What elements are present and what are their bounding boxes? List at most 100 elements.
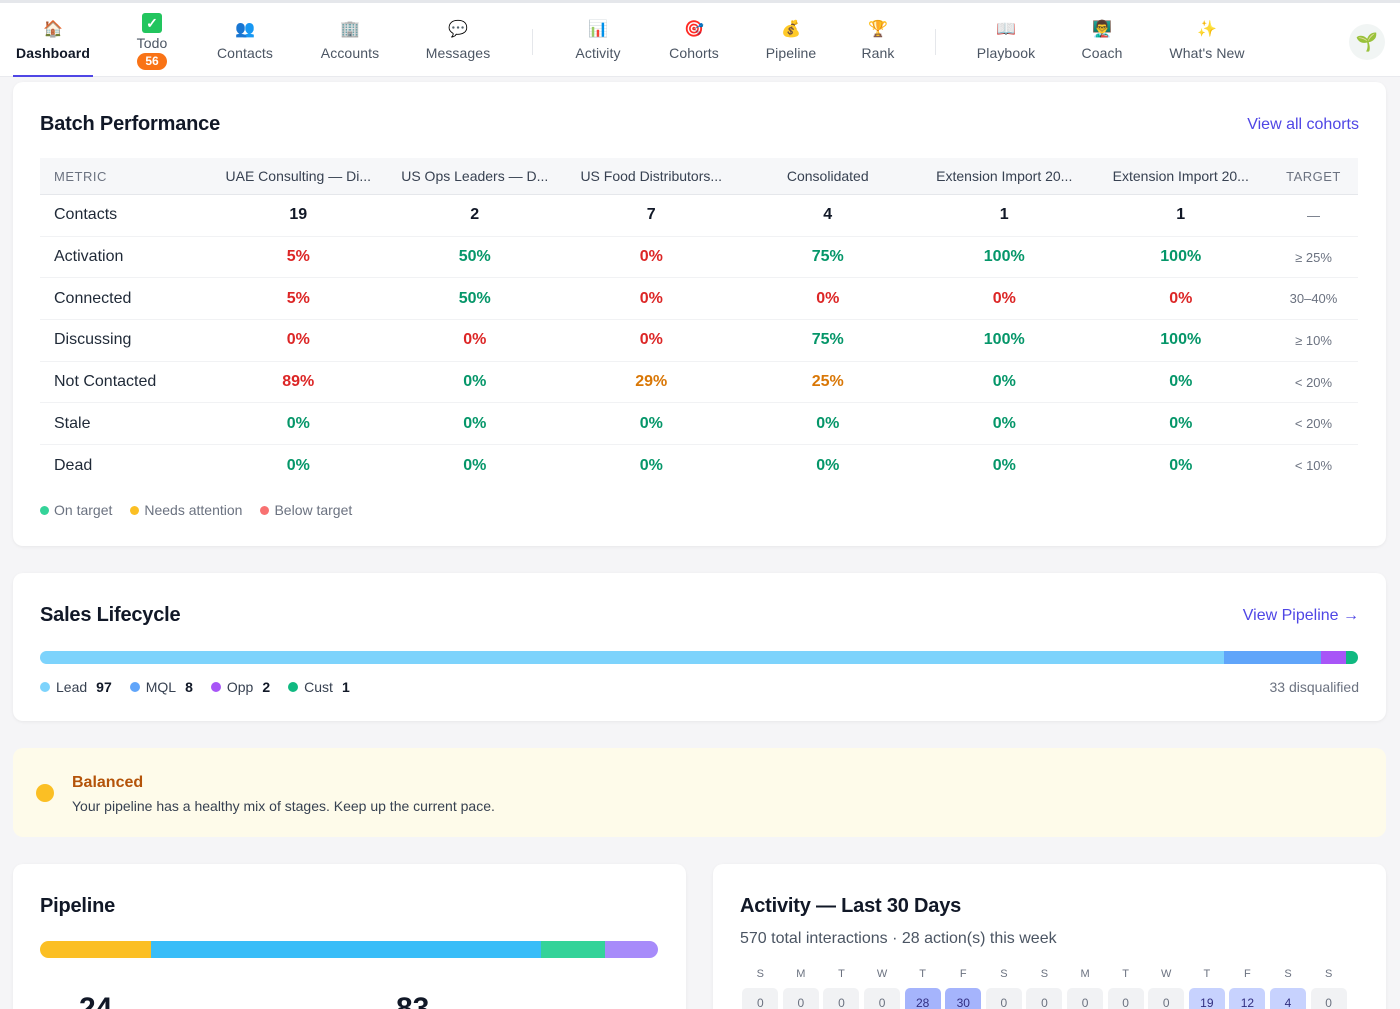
- nav-todo[interactable]: ✓ Todo 56: [122, 3, 182, 77]
- weekday-label: F: [959, 968, 967, 980]
- cohort-column-header[interactable]: Consolidated: [786, 168, 869, 184]
- pipeline-card: Pipeline 24 83: [13, 864, 686, 1009]
- metric-value: 0%: [992, 373, 1016, 391]
- activity-count-cell[interactable]: 0: [1107, 988, 1144, 1009]
- activity-count-cell[interactable]: 0: [1148, 988, 1185, 1009]
- legend-dot-icon: [40, 505, 49, 515]
- nav-label: Todo: [136, 35, 168, 51]
- table-body: Contacts 19 2 7 4 1 1 — Activation 5% 50% 0% 75% 100%…: [40, 195, 1358, 487]
- sprout-avatar-icon[interactable]: 🌱: [1349, 24, 1385, 60]
- disqualified-count: 33 disqualified: [1269, 679, 1359, 695]
- nav-messages[interactable]: 💬 Messages: [420, 3, 496, 77]
- metric-value: 0%: [992, 456, 1016, 474]
- table-row: Connected 5% 50% 0% 0% 0% 0% 30–40%: [40, 278, 1358, 321]
- nav-dashboard[interactable]: 🏠 Dashboard: [13, 3, 93, 77]
- metric-value: 19: [289, 206, 308, 224]
- table-row: Activation 5% 50% 0% 75% 100% 100% ≥ 25%: [40, 237, 1358, 279]
- metric-value: 1: [1176, 206, 1186, 224]
- contacts-icon: 👥: [235, 21, 255, 38]
- metric-column-header: METRIC: [54, 168, 107, 184]
- activity-count-cell[interactable]: 0: [985, 988, 1022, 1009]
- nav-rank[interactable]: 🏆 Rank: [856, 3, 900, 77]
- cohort-column-header[interactable]: UAE Consulting — Di...: [225, 168, 372, 184]
- weekday-label: F: [1244, 968, 1251, 980]
- metric-label: Connected: [54, 289, 132, 307]
- stage-dot-icon: [288, 682, 299, 692]
- activity-count-cell[interactable]: 0: [782, 988, 819, 1009]
- metric-value: 0%: [1169, 289, 1193, 307]
- calendar-day: F 30: [943, 968, 984, 1009]
- activity-count-cell[interactable]: 0: [1310, 988, 1347, 1009]
- metric-value: 100%: [1160, 331, 1202, 349]
- nav-activity[interactable]: 📊 Activity: [568, 3, 628, 77]
- metric-value: 0%: [463, 456, 487, 474]
- cohort-column-header[interactable]: Extension Import 20...: [936, 168, 1073, 184]
- balanced-banner: Balanced Your pipeline has a healthy mix…: [13, 748, 1386, 837]
- metric-value: 0%: [639, 331, 663, 349]
- pipeline-segment: [605, 941, 658, 958]
- metric-value: 89%: [282, 373, 315, 391]
- table-row: Not Contacted 89% 0% 29% 25% 0% 0% < 20%: [40, 362, 1358, 404]
- todo-count-badge: 56: [137, 53, 167, 70]
- banner-text: Your pipeline has a healthy mix of stage…: [72, 798, 495, 814]
- stage-label: MQL: [145, 679, 177, 695]
- metric-value: 0%: [286, 456, 310, 474]
- metric-value: 0%: [1169, 373, 1193, 391]
- target-value: ≥ 10%: [1295, 332, 1332, 348]
- metric-value: 25%: [811, 373, 844, 391]
- nav-playbook[interactable]: 📖 Playbook: [970, 3, 1042, 77]
- activity-count-cell[interactable]: 4: [1270, 988, 1307, 1009]
- cohort-column-header[interactable]: US Ops Leaders — D...: [401, 168, 549, 184]
- activity-count-cell[interactable]: 28: [904, 988, 941, 1009]
- metric-value: 5%: [286, 248, 310, 266]
- nav-contacts[interactable]: 👥 Contacts: [210, 3, 280, 77]
- metric-value: 50%: [458, 289, 491, 307]
- activity-calendar: S 0 M 0 T 0 W 0 T 28 F 30 S 0 S 0 M 0 T 0 W 0 T 19 F 12 S 4 S 0: [740, 968, 1349, 1009]
- pipeline-segment: [40, 941, 152, 958]
- nav-whats-new[interactable]: ✨ What's New: [1162, 3, 1252, 77]
- activity-count-cell[interactable]: 0: [742, 988, 779, 1009]
- weekday-label: S: [1000, 968, 1008, 980]
- lifecycle-legend-item: Cust 1: [288, 679, 350, 695]
- rank-icon: 🏆: [868, 21, 888, 38]
- activity-count-cell[interactable]: 0: [1067, 988, 1104, 1009]
- batch-performance-table: METRIC UAE Consulting — Di... US Ops Leade…: [40, 158, 1358, 487]
- table-row: Discussing 0% 0% 0% 75% 100% 100% ≥ 10%: [40, 320, 1358, 362]
- table-row: Dead 0% 0% 0% 0% 0% 0% < 10%: [40, 445, 1358, 487]
- activity-count-cell[interactable]: 19: [1188, 988, 1225, 1009]
- nav-cohorts[interactable]: 🎯 Cohorts: [662, 3, 726, 77]
- nav-pipeline[interactable]: 💰 Pipeline: [760, 3, 822, 77]
- lifecycle-segment: [1321, 651, 1346, 664]
- metric-value: 0%: [463, 414, 487, 432]
- metric-value: 0%: [639, 456, 663, 474]
- activity-count-cell[interactable]: 30: [945, 988, 982, 1009]
- pipeline-segment: [151, 941, 541, 958]
- weekday-label: S: [1324, 968, 1333, 980]
- view-pipeline-link[interactable]: View Pipeline →: [1242, 607, 1359, 624]
- nav-accounts[interactable]: 🏢 Accounts: [314, 3, 386, 77]
- metric-value: 100%: [983, 331, 1025, 349]
- lifecycle-legend: Lead 97 MQL 8 Opp 2 Cust 1: [40, 679, 350, 695]
- metric-label: Not Contacted: [54, 373, 157, 391]
- pipeline-number: 83: [396, 992, 430, 1009]
- activity-count-cell[interactable]: 0: [864, 988, 901, 1009]
- cohort-column-header[interactable]: US Food Distributors...: [580, 168, 723, 184]
- weekday-label: S: [756, 968, 764, 980]
- view-all-cohorts-link[interactable]: View all cohorts: [1247, 116, 1359, 133]
- activity-count-cell[interactable]: 0: [823, 988, 860, 1009]
- metric-value: 29%: [635, 373, 668, 391]
- nav-label: What's New: [1169, 45, 1245, 61]
- nav-coach[interactable]: 👨‍🏫 Coach: [1076, 3, 1128, 77]
- target-value: < 10%: [1294, 458, 1333, 474]
- metric-value: 0%: [1169, 456, 1193, 474]
- cohort-column-header[interactable]: Extension Import 20...: [1112, 168, 1249, 184]
- activity-count-cell[interactable]: 12: [1229, 988, 1266, 1009]
- legend-dot-icon: [130, 505, 140, 515]
- activity-count-cell[interactable]: 0: [1026, 988, 1063, 1009]
- playbook-icon: 📖: [996, 21, 1016, 38]
- status-legend: On target Needs attention Below target: [40, 502, 352, 518]
